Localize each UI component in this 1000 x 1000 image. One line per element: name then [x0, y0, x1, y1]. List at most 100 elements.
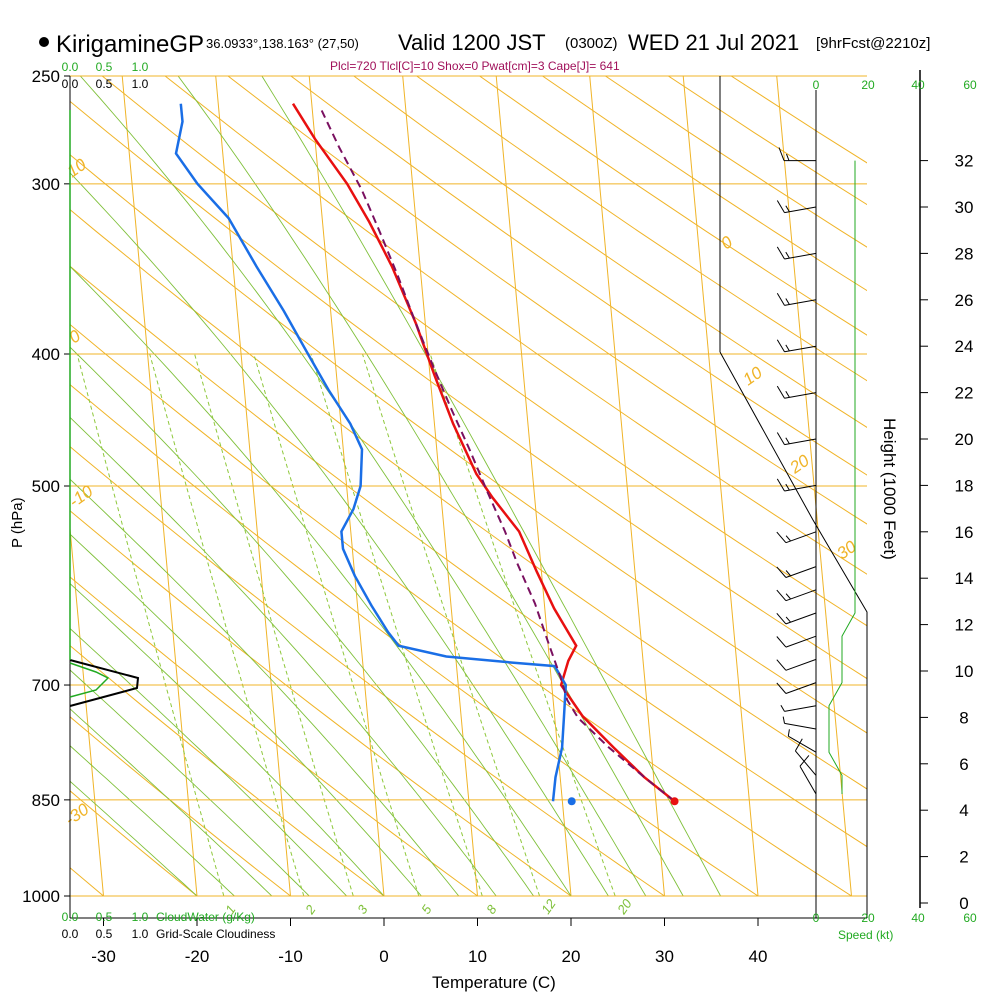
wind-barb-flag — [776, 589, 787, 602]
moist-adiabat-line — [70, 416, 497, 896]
pressure-tick-label: 300 — [32, 175, 60, 194]
station-marker — [39, 37, 49, 47]
cloudiness-scale-top: 1.0 — [132, 77, 149, 91]
wind-barb-flag — [786, 153, 790, 161]
isotherm-label: 10 — [63, 155, 90, 182]
wind-barb-staff — [784, 484, 817, 492]
height-tick-label: 10 — [955, 662, 974, 681]
isotherm-label: 10 — [739, 363, 766, 390]
wind-barb-staff — [785, 635, 817, 648]
moist-adiabat-line — [70, 780, 198, 896]
cloudwater-scale-top: 0.5 — [96, 60, 113, 74]
wind-barb-flag — [785, 616, 791, 623]
station-coords: 36.0933°,138.163° (27,50) — [206, 36, 359, 51]
wind-barb-staff — [784, 392, 817, 399]
height-tick-label: 18 — [955, 476, 974, 495]
moist-adiabat-line — [70, 533, 422, 896]
moist-adiabat-line — [79, 76, 647, 896]
wind-barb-flag — [776, 612, 787, 625]
height-tick-label: 14 — [955, 569, 974, 588]
isobar-lines — [70, 75, 867, 897]
wind-barb-flag — [785, 205, 790, 212]
mixing-ratio-label: 5 — [418, 902, 435, 917]
moist-adiabat-line — [70, 478, 460, 896]
wind-barb-flag — [785, 391, 790, 398]
mixing-ratio-line — [310, 353, 483, 896]
moist-adiabat-line — [70, 582, 385, 896]
moist-adiabat-line — [70, 346, 534, 896]
sounding-indices: Plcl=720 Tlcl[C]=10 Shox=0 Pwat[cm]=3 Ca… — [330, 59, 620, 73]
temperature-tick-label: -10 — [278, 947, 303, 966]
wind-barb-staff — [784, 252, 817, 260]
wind-barb-flag — [787, 729, 790, 737]
dry-adiabat-line — [164, 76, 867, 575]
wind-barb-flag — [785, 483, 790, 491]
dry-adiabat-line — [416, 76, 867, 382]
moist-adiabat-line — [70, 265, 572, 896]
temperature-tick-label: 20 — [562, 947, 581, 966]
forecast-info: [9hrFcst@2210z] — [816, 35, 930, 52]
dry-adiabat-line — [70, 510, 572, 896]
dry-adiabat-line — [70, 265, 867, 848]
temperature-tick-label: 10 — [468, 947, 487, 966]
dry-adiabat-line — [70, 644, 385, 896]
cloudwater-scale-top: 1.0 — [132, 60, 149, 74]
temperature-tick-label: 40 — [749, 947, 768, 966]
isotherm-line — [70, 523, 104, 896]
cloudiness-scale-bottom: 0.5 — [96, 927, 113, 941]
mixing-ratio-line — [362, 353, 541, 896]
wind-barb-flag — [776, 385, 785, 399]
dry-adiabat-line — [70, 576, 478, 896]
wind-barb-flag — [785, 344, 790, 352]
valid-time: Valid 1200 JST — [398, 30, 546, 55]
temperature-tick-label: 0 — [379, 947, 388, 966]
moist-adiabat-line — [70, 708, 273, 896]
wind-barb-staff — [784, 722, 817, 730]
wind-barb-flag — [776, 246, 785, 260]
dewpoint-line — [174, 103, 568, 802]
moist-adiabat-line — [70, 627, 347, 896]
right-boundary — [719, 351, 868, 918]
wind-barb-staff — [788, 735, 817, 753]
wind-barb-staff — [785, 658, 817, 671]
speed-tick-bottom: 20 — [861, 911, 875, 925]
dry-adiabat-line — [70, 790, 198, 896]
height-tick-label: 30 — [955, 198, 974, 217]
wind-barb-flag — [794, 738, 803, 752]
isotherm-label: 20 — [786, 451, 814, 478]
wind-barb-flag — [780, 705, 785, 712]
pressure-tick-label: 700 — [32, 676, 60, 695]
speed-tick-top: 40 — [911, 78, 925, 92]
wind-barb-staff — [785, 589, 817, 602]
wind-barb-staff — [795, 750, 817, 776]
isotherm-label: 30 — [833, 537, 860, 564]
moist-adiabat-line — [70, 745, 235, 896]
station-name: KirigamineGP — [56, 31, 204, 58]
wind-barb-staff — [785, 612, 817, 625]
diagram-background-lines — [70, 76, 867, 896]
height-tick-label: 24 — [955, 337, 974, 356]
cloudwater-profile — [69, 662, 110, 698]
temperature-tick-label: 30 — [655, 947, 674, 966]
height-tick-label: 4 — [959, 801, 968, 820]
wind-barb-flag — [776, 566, 787, 578]
cloudiness-scale-top: 0.5 — [96, 77, 113, 91]
wind-barb-flag — [785, 437, 790, 444]
dry-adiabat-line — [70, 209, 867, 790]
pressure-tick-label: 250 — [32, 67, 60, 86]
height-tick-label: 16 — [955, 523, 974, 542]
cloudwater-label: CloudWater (g/Kg) — [156, 910, 255, 924]
wind-barb-staff — [785, 682, 817, 694]
wind-barb-flag — [776, 432, 785, 445]
wind-barb-flag — [776, 659, 787, 671]
height-tick-label: 20 — [955, 430, 974, 449]
height-axis-title: Height (1000 Feet) — [880, 418, 899, 560]
cloudwater-scale-bottom: 0.0 — [62, 910, 79, 924]
cloudiness-label: Grid-Scale Cloudiness — [156, 927, 275, 941]
moist-adiabat-line — [177, 76, 684, 896]
wind-barb-flag — [776, 339, 785, 353]
y-axis-title: P (hPa) — [9, 497, 26, 548]
dry-adiabat-line — [70, 445, 665, 896]
wind-barb-flag — [799, 755, 810, 767]
